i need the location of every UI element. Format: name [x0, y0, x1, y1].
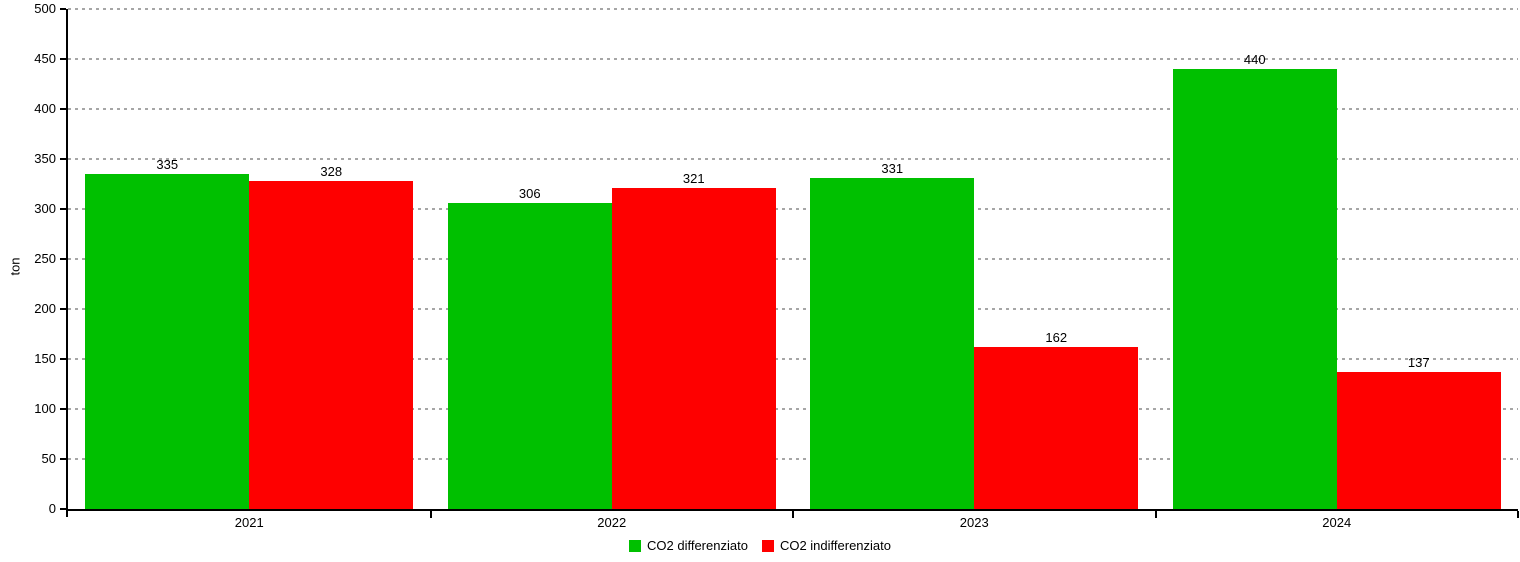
bar-2024-differenziato	[1172, 69, 1337, 509]
legend-label-indifferenziato: CO2 indifferenziato	[779, 538, 891, 553]
bar-value-2023-indifferenziato: 162	[1045, 330, 1068, 345]
y-tick-0	[60, 508, 66, 510]
x-axis-line	[66, 509, 1518, 511]
x-tick-3	[1154, 511, 1157, 518]
bar-2021-differenziato	[85, 174, 250, 509]
bar-2023-differenziato	[810, 178, 975, 509]
bar-value-2024-indifferenziato: 137	[1407, 355, 1430, 370]
bar-2023-indifferenziato	[974, 347, 1139, 509]
y-tick-50	[60, 458, 66, 460]
gridline-500	[68, 8, 1518, 10]
x-category-label-2022: 2022	[597, 515, 627, 530]
bar-2024-indifferenziato	[1336, 372, 1501, 509]
gridline-450	[68, 58, 1518, 60]
y-axis-line	[66, 9, 68, 517]
gridline-100	[68, 408, 1518, 410]
gridline-300	[68, 208, 1518, 210]
y-tick-label-0: 0	[48, 501, 56, 516]
x-category-label-2024: 2024	[1322, 515, 1352, 530]
bar-value-2024-differenziato: 440	[1243, 52, 1266, 67]
y-tick-400	[60, 108, 66, 110]
bar-value-2021-indifferenziato: 328	[320, 164, 343, 179]
y-tick-500	[60, 8, 66, 10]
bar-2021-indifferenziato	[249, 181, 414, 509]
y-tick-250	[60, 258, 66, 260]
gridline-400	[68, 108, 1518, 110]
gridline-150	[68, 358, 1518, 360]
gridline-250	[68, 258, 1518, 260]
y-tick-450	[60, 58, 66, 60]
y-tick-150	[60, 358, 66, 360]
x-category-label-2021: 2021	[234, 515, 264, 530]
bar-value-2023-differenziato: 331	[881, 161, 904, 176]
y-tick-label-500: 500	[34, 1, 56, 16]
legend-item-indifferenziato: CO2 indifferenziato	[761, 538, 891, 553]
legend-swatch-indifferenziato	[761, 539, 774, 552]
bar-value-2021-differenziato: 335	[156, 157, 179, 172]
legend-swatch-differenziato	[629, 539, 641, 552]
x-tick-2	[792, 511, 794, 518]
gridline-200	[68, 308, 1518, 310]
y-tick-label-300: 300	[34, 201, 56, 216]
y-tick-label-350: 350	[34, 151, 56, 166]
x-tick-1	[429, 511, 432, 518]
y-tick-350	[60, 158, 66, 160]
y-tick-label-100: 100	[34, 401, 56, 416]
y-tick-label-400: 400	[34, 101, 56, 116]
y-tick-label-50: 50	[41, 451, 56, 466]
legend-label-differenziato: CO2 differenziato	[647, 538, 748, 553]
bar-2022-differenziato	[447, 203, 612, 509]
y-tick-label-250: 250	[34, 251, 56, 266]
legend-item-differenziato: CO2 differenziato	[629, 538, 748, 553]
x-category-label-2023: 2023	[959, 515, 989, 530]
bar-2022-indifferenziato	[611, 188, 776, 509]
bar-value-2022-indifferenziato: 321	[682, 171, 705, 186]
y-tick-label-450: 450	[34, 51, 56, 66]
legend: CO2 differenziato CO2 indifferenziato	[0, 538, 1520, 553]
bar-value-2022-differenziato: 306	[518, 186, 541, 201]
y-tick-label-150: 150	[34, 351, 56, 366]
gridline-350	[68, 158, 1518, 160]
y-tick-200	[60, 308, 66, 310]
y-tick-label-200: 200	[34, 301, 56, 316]
y-tick-300	[60, 208, 66, 210]
gridline-50	[68, 458, 1518, 460]
x-tick-4	[1517, 511, 1519, 518]
y-tick-100	[60, 408, 66, 410]
plot-area: 335 328 306 321 331 162 440 137	[68, 8, 1518, 509]
